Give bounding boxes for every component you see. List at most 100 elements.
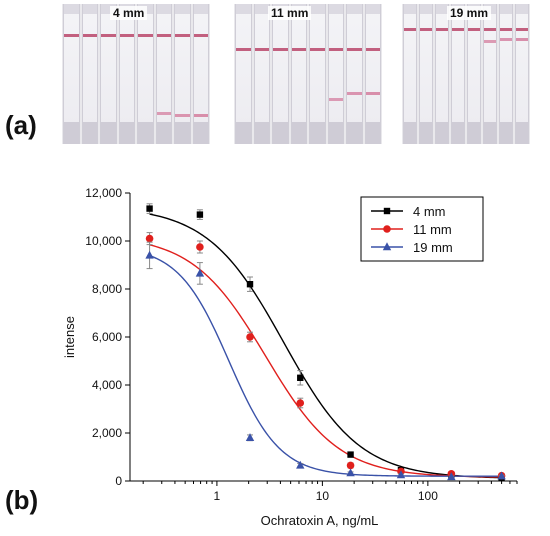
data-point: [297, 374, 304, 381]
test-strip: [253, 4, 270, 144]
absorbent-pad: [328, 122, 343, 144]
sample-pad: [347, 4, 362, 14]
test-strip: [290, 4, 307, 144]
data-point: [196, 211, 204, 218]
panel-b-label: (b): [5, 485, 39, 515]
strip-group: [62, 4, 210, 144]
fit-curve: [149, 213, 502, 479]
test-strip: [346, 4, 363, 144]
absorbent-pad: [436, 122, 448, 144]
data-point: [396, 470, 406, 479]
control-line: [101, 34, 116, 37]
absorbent-pad: [156, 122, 171, 144]
absorbent-pad: [64, 122, 79, 144]
y-tick-label: 8,000: [92, 282, 122, 296]
test-strip: [118, 4, 135, 144]
sample-pad: [500, 4, 512, 14]
absorbent-pad: [452, 122, 464, 144]
absorbent-pad: [138, 122, 153, 144]
test-strip: [499, 4, 513, 144]
test-strip: [272, 4, 289, 144]
y-tick-label: 4,000: [92, 378, 122, 392]
test-strip: [192, 4, 209, 144]
data-point: [497, 471, 506, 480]
y-tick-label: 0: [115, 474, 122, 488]
sample-pad: [436, 4, 448, 14]
sample-pad: [365, 4, 380, 14]
strip-group: [402, 4, 530, 144]
control-line: [138, 34, 153, 37]
absorbent-pad: [347, 122, 362, 144]
control-line: [193, 34, 208, 37]
control-line: [82, 34, 97, 37]
x-axis-label: Ochratoxin A, ng/mL: [261, 513, 379, 528]
control-line: [500, 28, 512, 31]
test-strip: [515, 4, 529, 144]
absorbent-pad: [404, 122, 416, 144]
data-point: [196, 243, 204, 251]
test-strip: [155, 4, 172, 144]
absorbent-pad: [365, 122, 380, 144]
control-line: [468, 28, 480, 31]
control-line: [404, 28, 416, 31]
sample-pad: [101, 4, 116, 14]
test-strip: [63, 4, 80, 144]
sample-pad: [64, 4, 79, 14]
data-point: [296, 399, 305, 407]
strip-group-label: 4 mm: [110, 6, 148, 20]
data-point: [195, 268, 205, 277]
y-tick-label: 10,000: [85, 234, 122, 248]
sample-pad: [420, 4, 432, 14]
absorbent-pad: [273, 122, 288, 144]
sample-pad: [193, 4, 208, 14]
control-line: [420, 28, 432, 31]
sample-pad: [175, 4, 190, 14]
data-point: [346, 468, 355, 477]
control-line: [175, 34, 190, 37]
test-strip: [467, 4, 481, 144]
data-point: [383, 207, 391, 215]
sample-pad: [236, 4, 251, 14]
test-strip: [451, 4, 465, 144]
data-point: [383, 225, 391, 233]
data-point: [447, 472, 456, 481]
absorbent-pad: [484, 122, 496, 144]
y-tick-label: 6,000: [92, 330, 122, 344]
absorbent-pad: [119, 122, 134, 144]
strip-group-label: 11 mm: [268, 6, 312, 20]
inhibition-curve-chart: 0 2,000 4,000 6,000 8,000 10,000 12,000 1 10 100 O…: [62, 186, 518, 528]
test-strip: [403, 4, 417, 144]
absorbent-pad: [175, 122, 190, 144]
data-point: [246, 281, 254, 288]
sample-pad: [328, 4, 343, 14]
absorbent-pad: [101, 122, 116, 144]
test-strip: [483, 4, 497, 144]
control-line: [328, 48, 343, 51]
strip-group: [234, 4, 382, 144]
absorbent-pad: [82, 122, 97, 144]
control-line: [64, 34, 79, 37]
control-line: [310, 48, 325, 51]
test-line: [193, 114, 208, 117]
test-line: [484, 40, 496, 43]
sample-pad: [156, 4, 171, 14]
test-line: [347, 92, 362, 95]
x-tick-label: 1: [214, 489, 221, 503]
data-point: [382, 242, 392, 251]
sample-pad: [254, 4, 269, 14]
test-line: [365, 92, 380, 95]
sample-pad: [516, 4, 528, 14]
x-tick-label: 10: [316, 489, 330, 503]
sample-pad: [82, 4, 97, 14]
control-line: [365, 48, 380, 51]
control-line: [436, 28, 448, 31]
absorbent-pad: [193, 122, 208, 144]
control-line: [273, 48, 288, 51]
test-strip: [100, 4, 117, 144]
data-point: [146, 205, 153, 212]
sample-pad: [310, 4, 325, 14]
x-tick-label: 100: [418, 489, 438, 503]
test-line: [516, 38, 528, 41]
legend-label: 4 mm: [413, 204, 446, 219]
control-line: [291, 48, 306, 51]
